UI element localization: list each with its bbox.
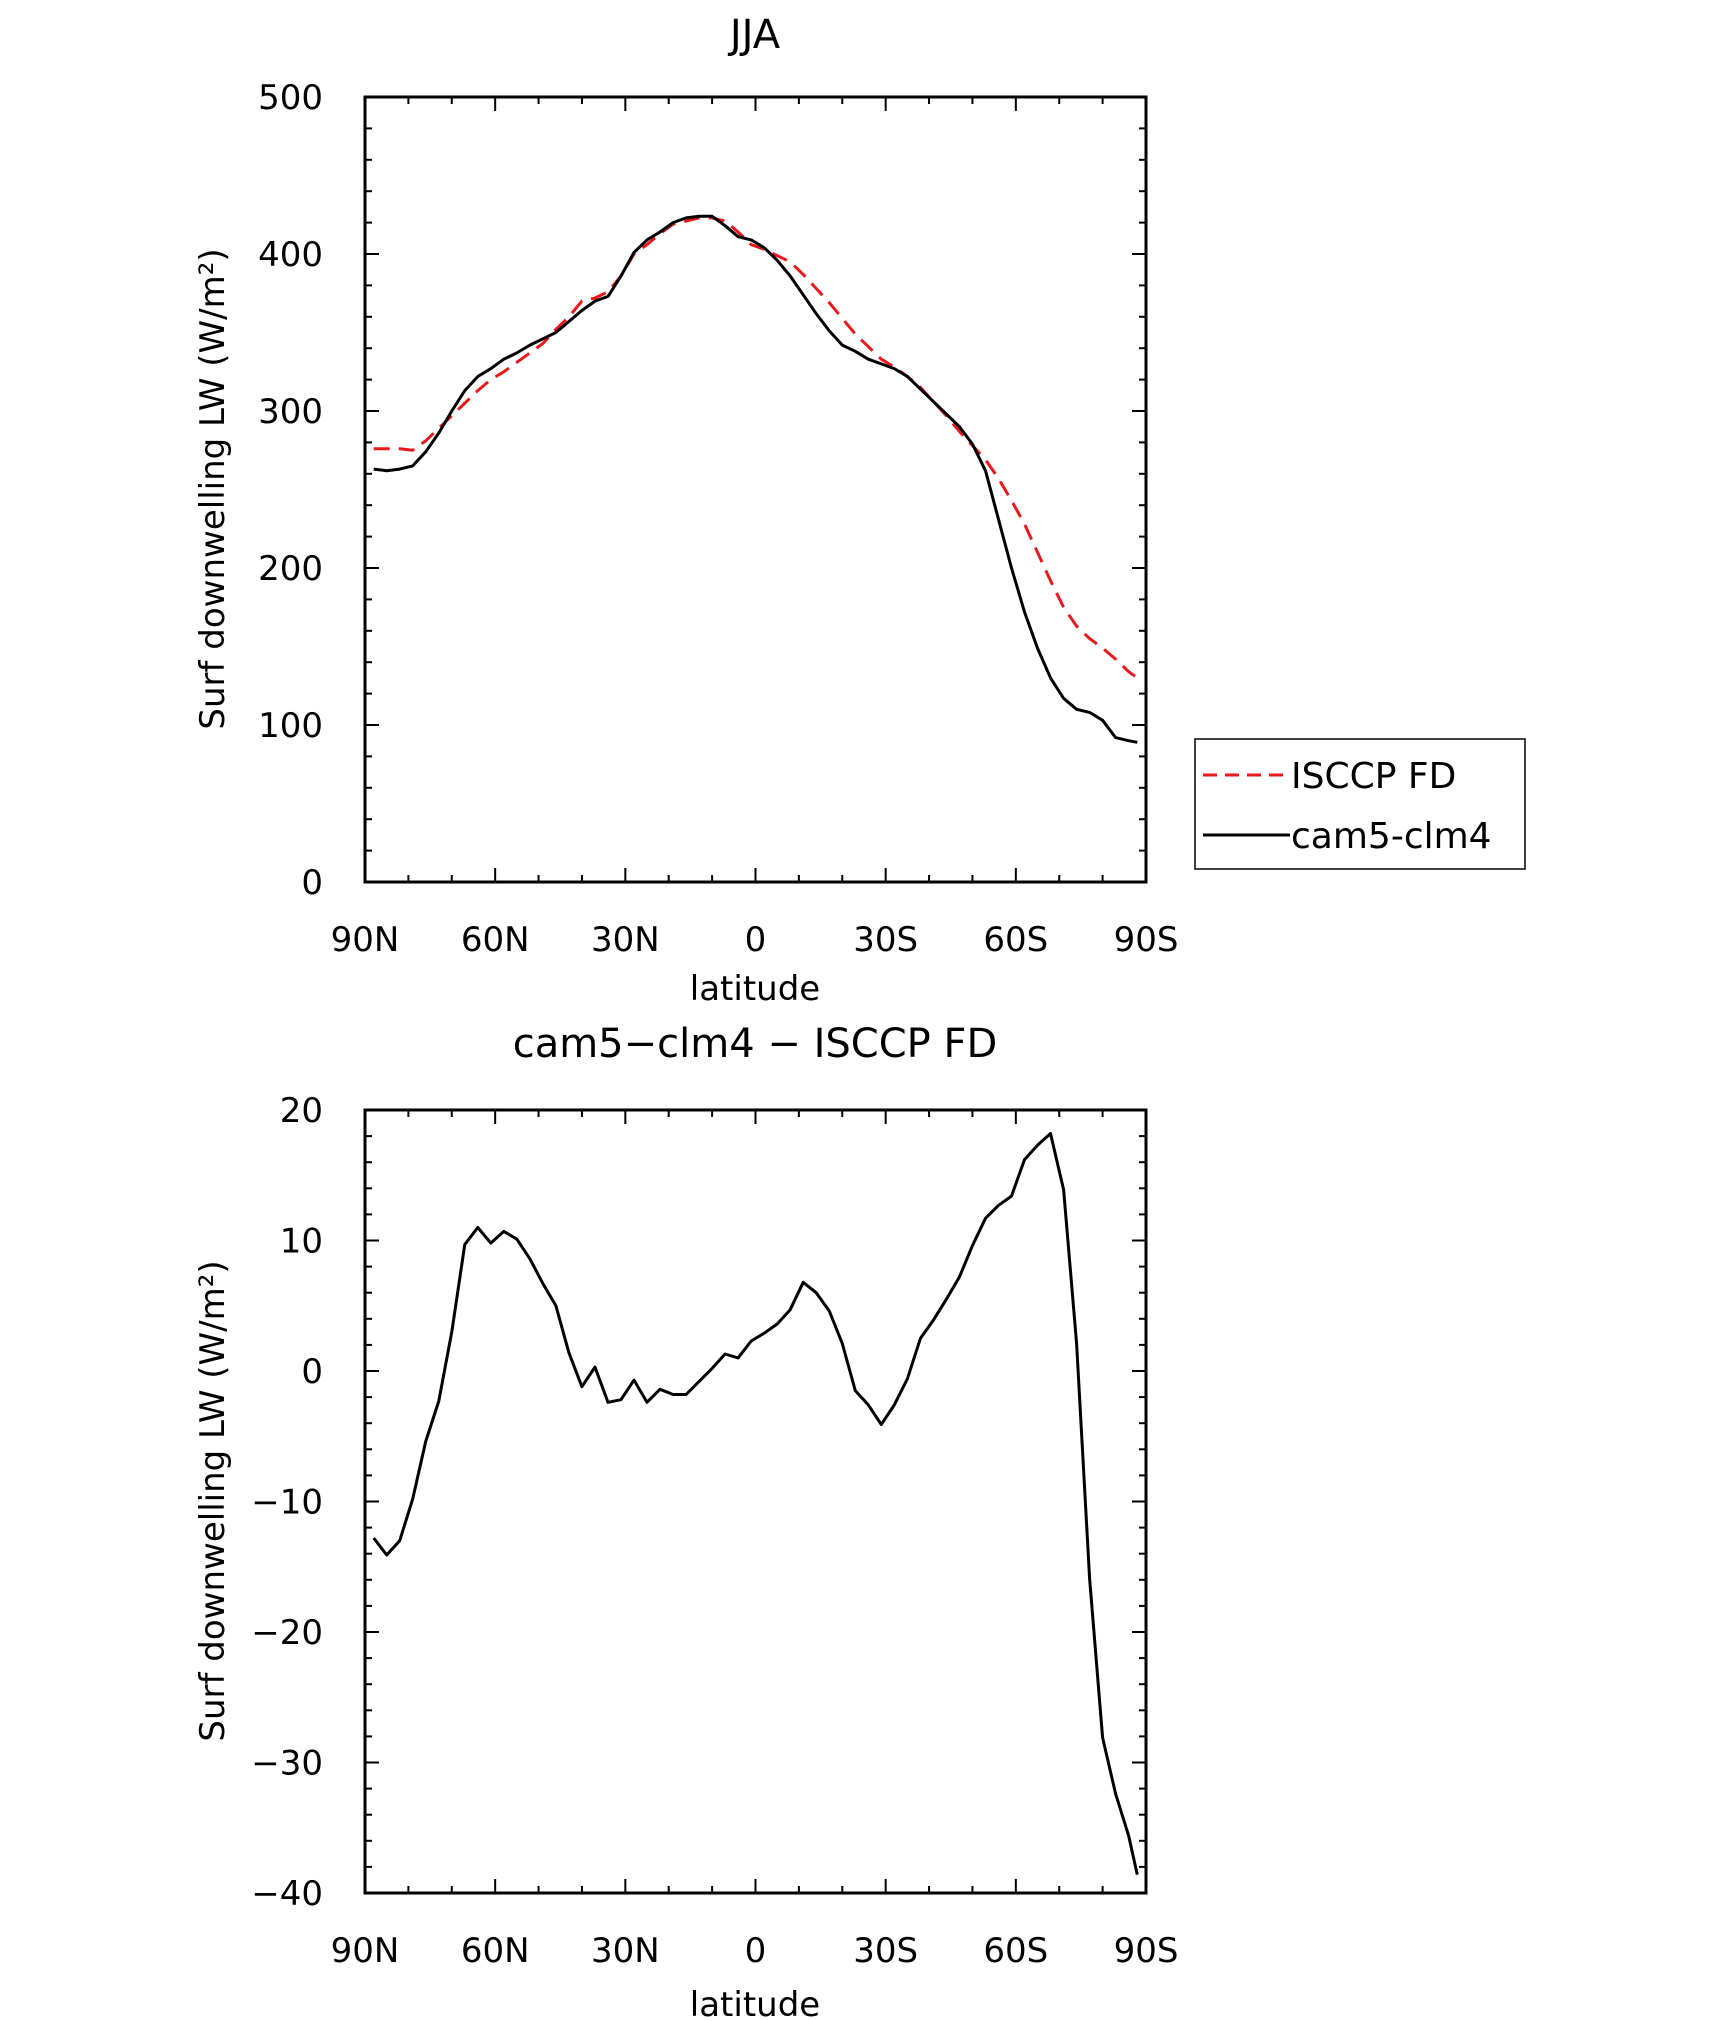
- y-tick-label: 300: [258, 392, 323, 432]
- x-tick-label: 90N: [331, 1931, 400, 1971]
- legend: ISCCP FD cam5-clm4: [1194, 738, 1526, 870]
- series-line-1: [373, 216, 1139, 680]
- x-tick-label: 0: [745, 1931, 767, 1971]
- y-tick-label: 400: [258, 235, 323, 275]
- top-panel-ticks: [364, 96, 1147, 883]
- x-tick-label: 30N: [591, 920, 660, 960]
- x-tick-label: 0: [745, 920, 767, 960]
- y-tick-label: 100: [258, 706, 323, 746]
- x-tick-label: 30S: [853, 1931, 918, 1971]
- x-tick-label: 60N: [461, 920, 530, 960]
- x-tick-label: 30N: [591, 1931, 660, 1971]
- top-panel: JJA Surf downwelling LW (W/m²) latitude …: [193, 12, 1526, 1009]
- top-panel-ylabel: Surf downwelling LW (W/m²): [193, 248, 233, 729]
- top-panel-title: JJA: [727, 12, 781, 58]
- top-panel-frame: [363, 95, 1148, 884]
- y-tick-label: 20: [280, 1091, 323, 1131]
- top-panel-xlabel: latitude: [690, 969, 820, 1009]
- x-tick-label: 90S: [1114, 1931, 1179, 1971]
- y-tick-label: 200: [258, 549, 323, 589]
- y-tick-label: 10: [280, 1222, 323, 1262]
- y-tick-label: 0: [301, 863, 323, 903]
- series-line-2: [373, 214, 1138, 744]
- y-tick-label: 0: [301, 1352, 323, 1392]
- x-tick-label: 60S: [983, 1931, 1048, 1971]
- top-panel-marks: [373, 214, 1139, 744]
- legend-label-cam5-clm4: cam5-clm4: [1291, 816, 1492, 857]
- legend-label-isccp-fd: ISCCP FD: [1291, 756, 1456, 797]
- y-tick-label: −40: [251, 1874, 323, 1914]
- y-tick-label: −10: [251, 1483, 323, 1523]
- bottom-panel-frame: [363, 1108, 1148, 1895]
- bottom-panel: cam5−clm4 − ISCCP FD Surf downwelling LW…: [193, 1021, 1178, 2021]
- x-tick-label: 60N: [461, 1931, 530, 1971]
- legend-box: [1194, 738, 1526, 870]
- y-tick-label: −20: [251, 1613, 323, 1653]
- y-tick-label: 500: [258, 78, 323, 118]
- x-tick-label: 30S: [853, 920, 918, 960]
- x-tick-label: 90S: [1114, 920, 1179, 960]
- bottom-panel-ylabel: Surf downwelling LW (W/m²): [193, 1260, 233, 1741]
- y-tick-label: −30: [251, 1744, 323, 1784]
- x-tick-label: 90N: [331, 920, 400, 960]
- series-line-1: [372, 1132, 1139, 1876]
- x-tick-label: 60S: [983, 920, 1048, 960]
- bottom-panel-title: cam5−clm4 − ISCCP FD: [513, 1021, 998, 1067]
- bottom-panel-marks: [372, 1132, 1139, 1876]
- bottom-panel-xlabel: latitude: [690, 1985, 820, 2021]
- bottom-panel-ticks: [364, 1109, 1147, 1894]
